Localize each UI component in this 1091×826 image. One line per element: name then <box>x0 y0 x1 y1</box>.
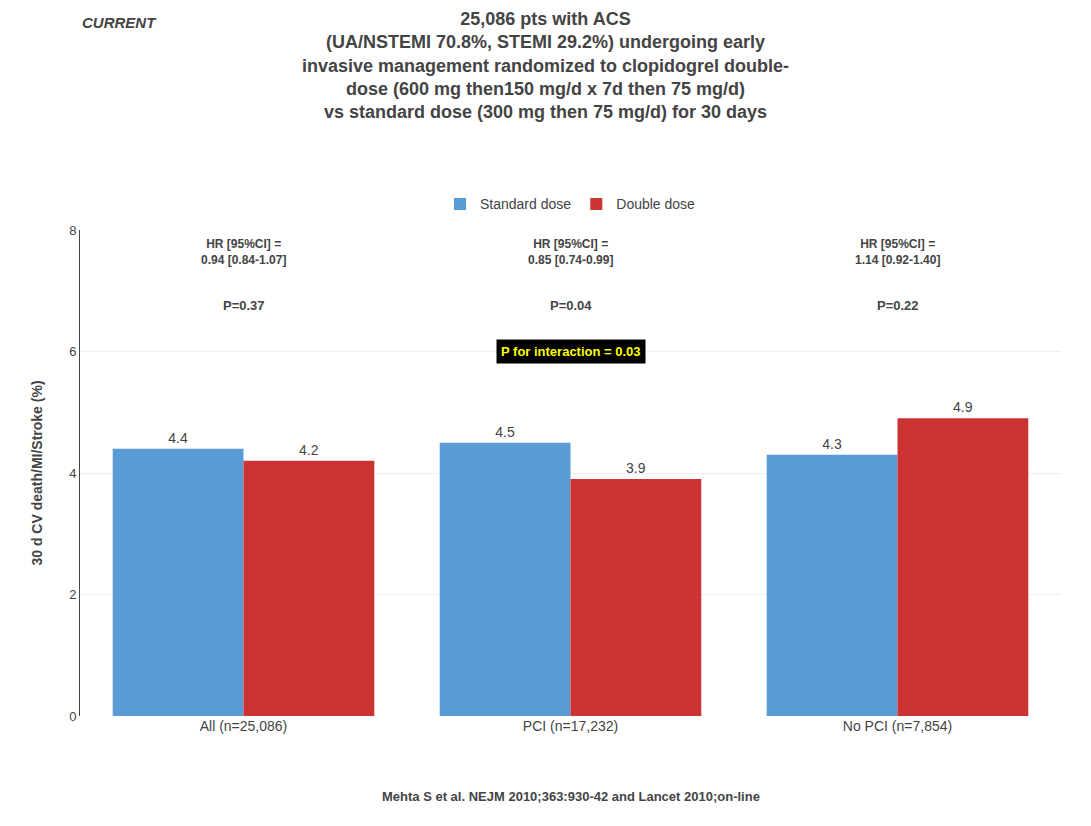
svg-text:Double dose: Double dose <box>616 196 695 212</box>
svg-text:HR [95%CI] =1.14 [0.92-1.40]: HR [95%CI] =1.14 [0.92-1.40] <box>855 237 940 267</box>
svg-text:No PCI (n=7,854): No PCI (n=7,854) <box>843 718 952 734</box>
svg-text:6: 6 <box>69 344 76 359</box>
svg-text:HR [95%CI] =0.94 [0.84-1.07]: HR [95%CI] =0.94 [0.84-1.07] <box>201 237 286 267</box>
svg-text:Mehta S et al. NEJM 2010;363:9: Mehta S et al. NEJM 2010;363:930-42 and … <box>382 789 760 804</box>
svg-text:4.3: 4.3 <box>822 436 842 452</box>
svg-text:3.9: 3.9 <box>626 460 646 476</box>
svg-text:HR [95%CI] =0.85 [0.74-0.99]: HR [95%CI] =0.85 [0.74-0.99] <box>528 237 613 267</box>
svg-text:4.2: 4.2 <box>299 442 319 458</box>
svg-text:All (n=25,086): All (n=25,086) <box>200 718 288 734</box>
svg-text:4.4: 4.4 <box>168 430 188 446</box>
svg-text:30 d CV death/MI/Stroke (%): 30 d CV death/MI/Stroke (%) <box>29 380 45 565</box>
svg-text:Standard dose: Standard dose <box>480 196 571 212</box>
svg-text:PCI (n=17,232): PCI (n=17,232) <box>523 718 618 734</box>
svg-text:0: 0 <box>69 709 76 724</box>
svg-text:4.9: 4.9 <box>953 399 973 415</box>
svg-text:P=0.22: P=0.22 <box>877 298 919 313</box>
svg-text:8: 8 <box>69 223 76 238</box>
svg-text:P=0.04: P=0.04 <box>550 298 592 313</box>
svg-text:P=0.37: P=0.37 <box>223 298 265 313</box>
svg-text:P for interaction = 0.03: P for interaction = 0.03 <box>501 344 641 359</box>
svg-text:25,086 pts with ACS(UA/NSTEMI: 25,086 pts with ACS(UA/NSTEMI 70.8%, STE… <box>302 9 789 123</box>
svg-text:4.5: 4.5 <box>495 424 515 440</box>
svg-text:CURRENT: CURRENT <box>82 14 157 31</box>
svg-text:2: 2 <box>69 587 76 602</box>
svg-text:4: 4 <box>69 466 76 481</box>
